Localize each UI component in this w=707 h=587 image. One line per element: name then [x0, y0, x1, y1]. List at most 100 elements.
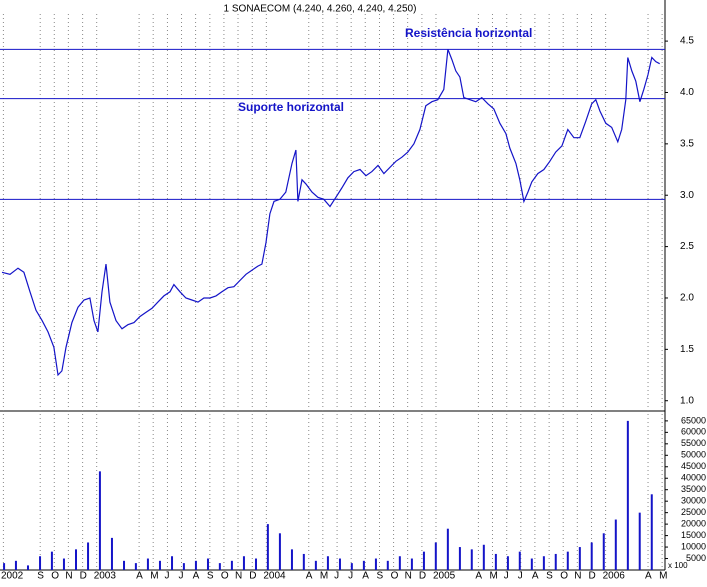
y-tick-label: 15000 [681, 530, 706, 540]
x-tick-label: D [419, 571, 426, 582]
x-tick-label: 2002 [1, 571, 24, 582]
volume-bar [482, 544, 485, 570]
volume-bar [350, 563, 353, 570]
y-tick-label: 65000 [681, 415, 706, 425]
volume-bar [218, 563, 221, 570]
x-tick-label: A [193, 571, 200, 582]
volume-bar [530, 558, 533, 570]
y-tick-label: 1.0 [680, 395, 694, 406]
volume-bar [518, 551, 521, 570]
volume-bar [506, 556, 509, 570]
volume-bar [3, 563, 6, 570]
volume-bar [614, 519, 617, 570]
volume-bar [458, 547, 461, 570]
volume-bar [626, 420, 629, 570]
y-tick-label: 20000 [681, 518, 706, 528]
y-tick-label: 4.5 [680, 36, 694, 47]
x-tick-label: M [489, 571, 497, 582]
x-tick-label: N [65, 571, 72, 582]
x-tick-label: J [348, 571, 353, 582]
volume-bar [50, 551, 53, 570]
x-tick-label: O [51, 571, 59, 582]
volume-bar [87, 542, 90, 570]
volume-bar [338, 558, 341, 570]
y-tick-label: 5000 [686, 553, 706, 563]
y-tick-label: 1.5 [680, 344, 694, 355]
x-tick-label: O [560, 571, 568, 582]
x-tick-label: A [306, 571, 313, 582]
volume-bar [494, 553, 497, 570]
x-tick-label: S [37, 571, 44, 582]
x-tick-label: 2006 [603, 571, 626, 582]
volume-bar [206, 558, 209, 570]
x-tick-label: N [235, 571, 242, 582]
x-tick-label: J [504, 571, 509, 582]
volume-bar [422, 551, 425, 570]
chart-title: 1 SONAECOM (4.240, 4.260, 4.240, 4.250) [224, 4, 417, 15]
volume-bar [302, 553, 305, 570]
volume-bar [602, 533, 605, 570]
x-tick-label: D [589, 571, 596, 582]
x-tick-label: J [518, 571, 523, 582]
price-line [1, 49, 660, 377]
y-tick-label: 60000 [681, 427, 706, 437]
volume-bar [14, 560, 17, 570]
y-tick-label: 2.5 [680, 241, 694, 252]
volume-bar [158, 560, 161, 570]
volume-bar [554, 553, 557, 570]
y-tick-label: 35000 [681, 484, 706, 494]
y-tick-label: 45000 [681, 461, 706, 471]
x-tick-label: 2003 [94, 571, 117, 582]
volume-bar [446, 528, 449, 570]
volume-bar [182, 563, 185, 570]
volume-bar [146, 558, 149, 570]
volume-bar [266, 524, 269, 570]
x-tick-label: A [362, 571, 369, 582]
volume-bar [326, 556, 329, 570]
volume-unit: x 100 [668, 561, 688, 570]
x-tick-label: D [80, 571, 87, 582]
x-tick-label: J [164, 571, 169, 582]
x-tick-label: O [221, 571, 229, 582]
y-tick-label: 10000 [681, 541, 706, 551]
volume-bar [398, 556, 401, 570]
volume-bar [278, 533, 281, 570]
x-tick-label: A [475, 571, 482, 582]
volume-bar [386, 560, 389, 570]
x-tick-label: M [150, 571, 158, 582]
volume-bar [62, 558, 65, 570]
volume-bar [254, 558, 257, 570]
volume-bar [410, 558, 413, 570]
y-tick-label: 40000 [681, 473, 706, 483]
volume-bar [290, 549, 293, 570]
y-tick-label: 30000 [681, 496, 706, 506]
x-tick-label: N [405, 571, 412, 582]
volume-bar [134, 563, 137, 570]
x-tick-label: M [659, 571, 667, 582]
y-tick-label: 25000 [681, 507, 706, 517]
y-tick-label: 3.0 [680, 190, 694, 201]
volume-bar [230, 560, 233, 570]
volume-bar [75, 549, 77, 570]
x-tick-label: O [391, 571, 399, 582]
x-tick-label: A [532, 571, 539, 582]
volume-bar [98, 471, 101, 570]
y-tick-label: 55000 [681, 438, 706, 448]
volume-bar [578, 547, 581, 570]
x-tick-label: N [574, 571, 581, 582]
annotation: Suporte horizontal [238, 100, 344, 114]
y-tick-label: 2.0 [680, 293, 694, 304]
x-tick-label: J [334, 571, 339, 582]
y-tick-label: 4.0 [680, 87, 694, 98]
x-tick-label: S [546, 571, 553, 582]
volume-bar [26, 565, 29, 570]
x-tick-label: S [207, 571, 214, 582]
volume-bar [374, 558, 377, 570]
volume-bar [242, 556, 245, 570]
volume-bar [650, 494, 653, 570]
x-tick-label: D [249, 571, 256, 582]
volume-bar [110, 537, 113, 570]
volume-bar [39, 556, 42, 570]
volume-bar [566, 551, 569, 570]
